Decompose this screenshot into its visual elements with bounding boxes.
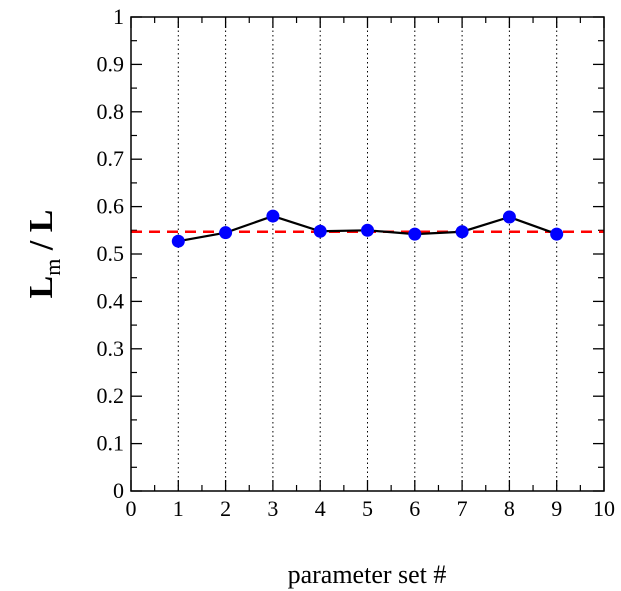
x-tick-label: 4 bbox=[315, 496, 326, 521]
vertical-gridlines bbox=[177, 17, 558, 491]
y-tick-label: 0.9 bbox=[97, 51, 125, 76]
x-axis-title: parameter set # bbox=[288, 560, 447, 589]
plot-frame bbox=[130, 16, 605, 492]
y-tick-label: 0.6 bbox=[97, 194, 125, 219]
x-tick-label: 3 bbox=[267, 496, 278, 521]
x-tick-label: 5 bbox=[362, 496, 373, 521]
y-tick-label: 0 bbox=[113, 478, 124, 503]
data-point bbox=[219, 226, 233, 240]
axis-ticks bbox=[130, 16, 605, 492]
data-point bbox=[361, 223, 374, 237]
y-axis-title-subscript: m bbox=[40, 259, 65, 276]
y-tick-label: 0.7 bbox=[97, 146, 125, 171]
x-tick-label: 1 bbox=[173, 496, 184, 521]
data-point bbox=[455, 225, 469, 239]
y-tick-label: 0.5 bbox=[97, 241, 125, 266]
y-tick-label: 0.2 bbox=[97, 383, 125, 408]
x-tick-label: 9 bbox=[551, 496, 562, 521]
y-tick-label: 1 bbox=[113, 4, 124, 29]
y-tick-label: 0.1 bbox=[97, 431, 125, 456]
y-tick-label: 0.3 bbox=[97, 336, 125, 361]
x-tick-label: 10 bbox=[593, 496, 615, 521]
series-group bbox=[171, 209, 564, 248]
x-tick-label: 2 bbox=[220, 496, 231, 521]
data-point bbox=[550, 227, 564, 241]
x-tick-label: 0 bbox=[126, 496, 137, 521]
y-tick-label: 0.4 bbox=[97, 288, 125, 313]
data-point bbox=[313, 224, 327, 238]
data-point bbox=[502, 210, 516, 224]
data-point bbox=[171, 234, 185, 248]
y-axis-title: Lm / L bbox=[23, 210, 65, 299]
svg-text:Lm / L: Lm / L bbox=[23, 210, 65, 299]
y-axis-title-rest: / L bbox=[23, 210, 60, 259]
y-axis-title-main: L bbox=[23, 276, 60, 299]
tick-labels: 0 1 2 3 4 5 6 7 8 9 10 0 0.1 0.2 0.3 0.4 0.5 0.6 0.7 0.8 0.9… bbox=[97, 4, 616, 521]
x-tick-label: 6 bbox=[409, 496, 420, 521]
data-point bbox=[266, 209, 280, 223]
x-tick-label: 7 bbox=[457, 496, 468, 521]
data-point bbox=[408, 227, 422, 241]
y-tick-label: 0.8 bbox=[97, 99, 125, 124]
x-tick-label: 8 bbox=[504, 496, 515, 521]
